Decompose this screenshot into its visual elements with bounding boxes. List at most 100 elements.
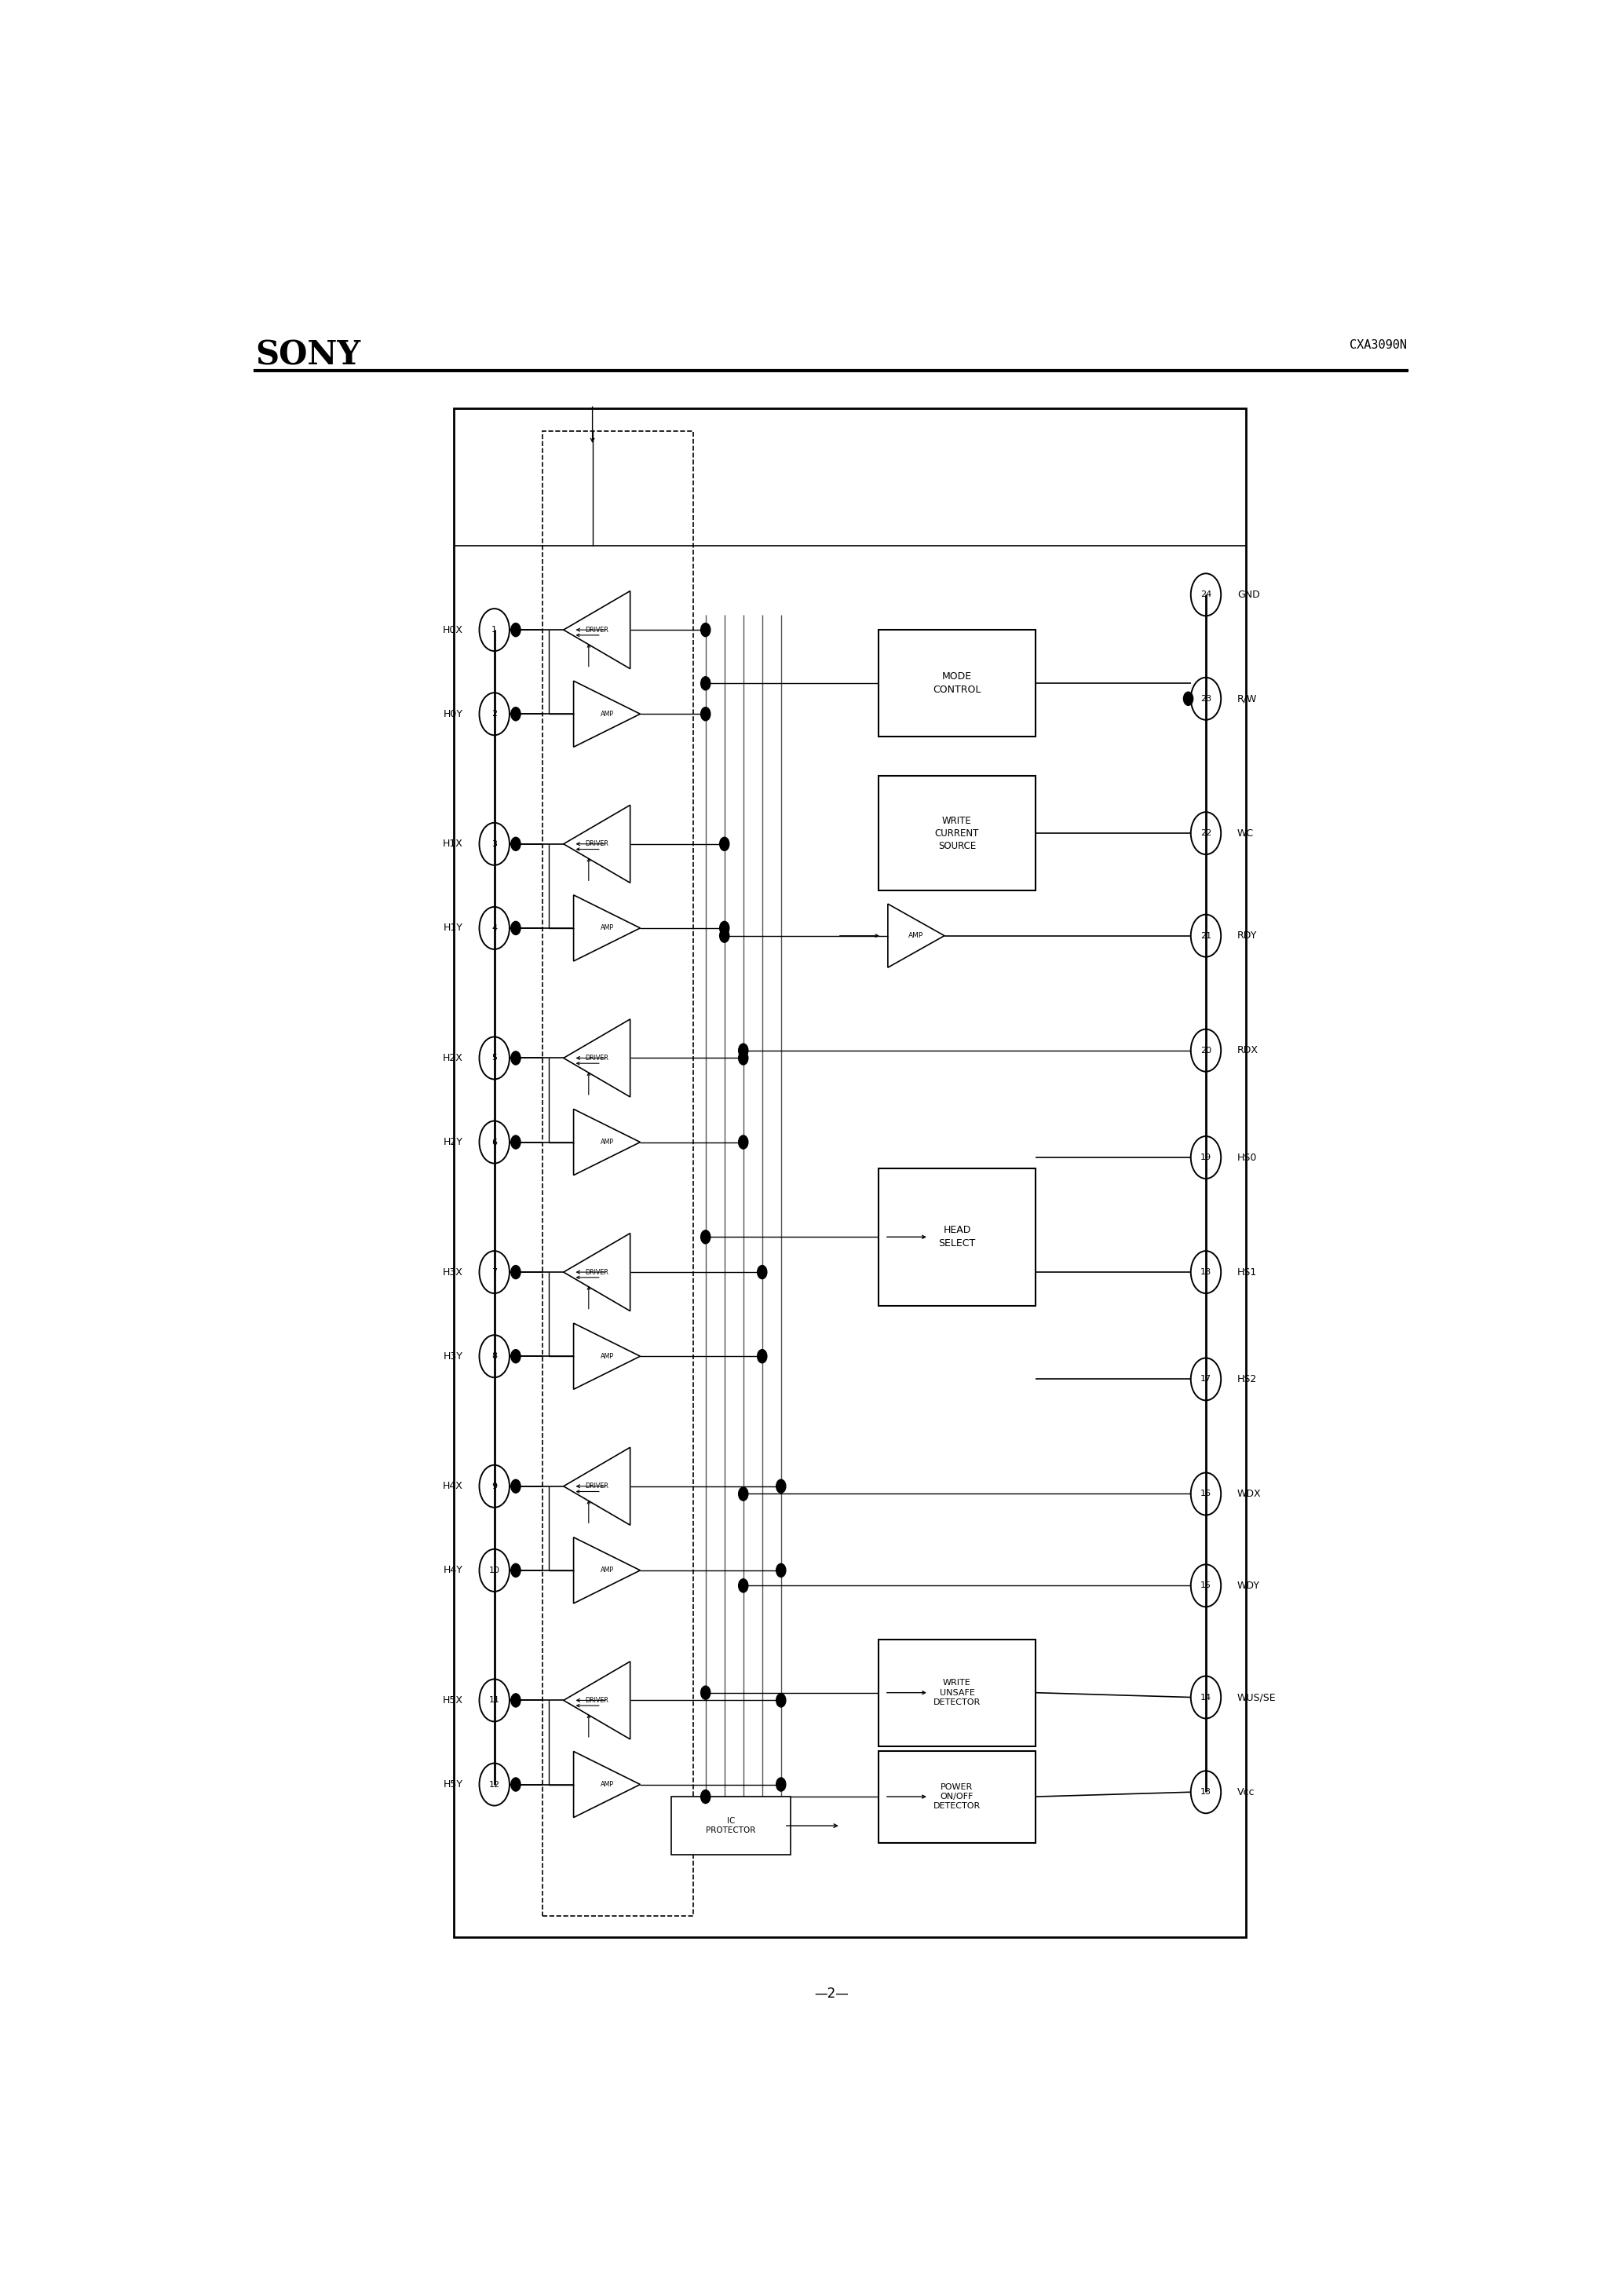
Circle shape xyxy=(738,1488,748,1502)
Circle shape xyxy=(1184,691,1194,705)
Text: 3: 3 xyxy=(491,840,496,847)
Circle shape xyxy=(720,930,730,941)
Text: WC: WC xyxy=(1238,829,1254,838)
Text: 8: 8 xyxy=(491,1352,498,1359)
Text: HEAD
SELECT: HEAD SELECT xyxy=(939,1226,975,1249)
Text: H4X: H4X xyxy=(443,1481,462,1492)
Bar xyxy=(879,1639,1035,1747)
Bar xyxy=(542,432,693,1917)
Circle shape xyxy=(511,707,521,721)
Circle shape xyxy=(511,921,521,934)
Text: RDX: RDX xyxy=(1238,1045,1259,1056)
Circle shape xyxy=(757,1265,767,1279)
Circle shape xyxy=(738,1045,748,1056)
Text: 22: 22 xyxy=(1200,829,1212,838)
Circle shape xyxy=(701,707,710,721)
Text: DRIVER: DRIVER xyxy=(586,840,608,847)
Text: 24: 24 xyxy=(1200,590,1212,599)
Text: HS0: HS0 xyxy=(1238,1153,1257,1162)
Text: RDY: RDY xyxy=(1238,930,1257,941)
Text: H0Y: H0Y xyxy=(443,709,462,719)
Text: 21: 21 xyxy=(1200,932,1212,939)
Text: 14: 14 xyxy=(1200,1694,1212,1701)
Bar xyxy=(879,1169,1035,1306)
Circle shape xyxy=(701,1231,710,1244)
Text: 4: 4 xyxy=(491,923,498,932)
Text: H5X: H5X xyxy=(443,1694,462,1706)
Text: IC
PROTECTOR: IC PROTECTOR xyxy=(706,1816,756,1835)
Text: 7: 7 xyxy=(491,1267,498,1277)
Text: —2—: —2— xyxy=(814,1986,848,2002)
Circle shape xyxy=(511,1052,521,1065)
Text: 12: 12 xyxy=(488,1779,500,1789)
Text: AMP: AMP xyxy=(908,932,923,939)
Text: WDY: WDY xyxy=(1238,1580,1260,1591)
Circle shape xyxy=(777,1777,785,1791)
Text: AMP: AMP xyxy=(600,1352,613,1359)
Circle shape xyxy=(511,1694,521,1706)
Text: DRIVER: DRIVER xyxy=(586,1054,608,1061)
Text: R/W: R/W xyxy=(1238,693,1257,705)
Text: 2: 2 xyxy=(491,709,498,719)
Text: 17: 17 xyxy=(1200,1375,1212,1382)
Text: CXA3090N: CXA3090N xyxy=(1350,340,1406,351)
Text: AMP: AMP xyxy=(600,1566,613,1573)
Circle shape xyxy=(777,1479,785,1492)
Text: GND: GND xyxy=(1238,590,1260,599)
Text: H3X: H3X xyxy=(443,1267,462,1277)
Text: MODE
CONTROL: MODE CONTROL xyxy=(933,673,981,696)
Text: H2Y: H2Y xyxy=(443,1137,462,1148)
Text: Vcc: Vcc xyxy=(1238,1786,1255,1798)
Bar xyxy=(879,629,1035,737)
Text: HS1: HS1 xyxy=(1238,1267,1257,1277)
Text: AMP: AMP xyxy=(600,709,613,716)
Text: 10: 10 xyxy=(488,1566,500,1575)
Text: 11: 11 xyxy=(488,1697,500,1704)
Text: 23: 23 xyxy=(1200,696,1212,703)
Text: 9: 9 xyxy=(491,1483,498,1490)
Text: 20: 20 xyxy=(1200,1047,1212,1054)
Text: 19: 19 xyxy=(1200,1153,1212,1162)
Circle shape xyxy=(701,1685,710,1699)
Circle shape xyxy=(720,838,730,852)
Circle shape xyxy=(511,1350,521,1364)
Text: WDX: WDX xyxy=(1238,1488,1262,1499)
Circle shape xyxy=(738,1052,748,1065)
Text: H1Y: H1Y xyxy=(443,923,462,932)
Circle shape xyxy=(738,1137,748,1148)
Bar xyxy=(879,1752,1035,1844)
Text: POWER
ON/OFF
DETECTOR: POWER ON/OFF DETECTOR xyxy=(933,1784,981,1809)
Circle shape xyxy=(777,1564,785,1577)
Text: WUS/SE: WUS/SE xyxy=(1238,1692,1277,1701)
Text: HS2: HS2 xyxy=(1238,1373,1257,1384)
Circle shape xyxy=(511,1137,521,1148)
Text: DRIVER: DRIVER xyxy=(586,627,608,634)
Circle shape xyxy=(777,1694,785,1706)
Circle shape xyxy=(511,1777,521,1791)
Text: 1: 1 xyxy=(491,627,496,634)
Text: AMP: AMP xyxy=(600,1782,613,1789)
Text: H5Y: H5Y xyxy=(443,1779,462,1789)
Circle shape xyxy=(511,838,521,852)
Text: SONY: SONY xyxy=(256,340,360,372)
Text: H1X: H1X xyxy=(443,838,462,850)
Text: H3Y: H3Y xyxy=(443,1350,462,1362)
Text: H0X: H0X xyxy=(443,625,462,636)
Bar xyxy=(879,776,1035,891)
Text: 5: 5 xyxy=(491,1054,496,1063)
Text: DRIVER: DRIVER xyxy=(586,1270,608,1277)
Bar xyxy=(672,1798,790,1855)
Text: H4Y: H4Y xyxy=(443,1566,462,1575)
Text: WRITE
UNSAFE
DETECTOR: WRITE UNSAFE DETECTOR xyxy=(933,1678,981,1706)
Text: 18: 18 xyxy=(1200,1267,1212,1277)
Circle shape xyxy=(738,1580,748,1593)
Text: AMP: AMP xyxy=(600,925,613,932)
Text: 6: 6 xyxy=(491,1139,496,1146)
Circle shape xyxy=(511,1265,521,1279)
Circle shape xyxy=(701,1791,710,1802)
Text: WRITE
CURRENT
SOURCE: WRITE CURRENT SOURCE xyxy=(934,815,980,852)
Text: 15: 15 xyxy=(1200,1582,1212,1589)
Circle shape xyxy=(701,622,710,636)
Circle shape xyxy=(511,1564,521,1577)
Circle shape xyxy=(701,677,710,691)
